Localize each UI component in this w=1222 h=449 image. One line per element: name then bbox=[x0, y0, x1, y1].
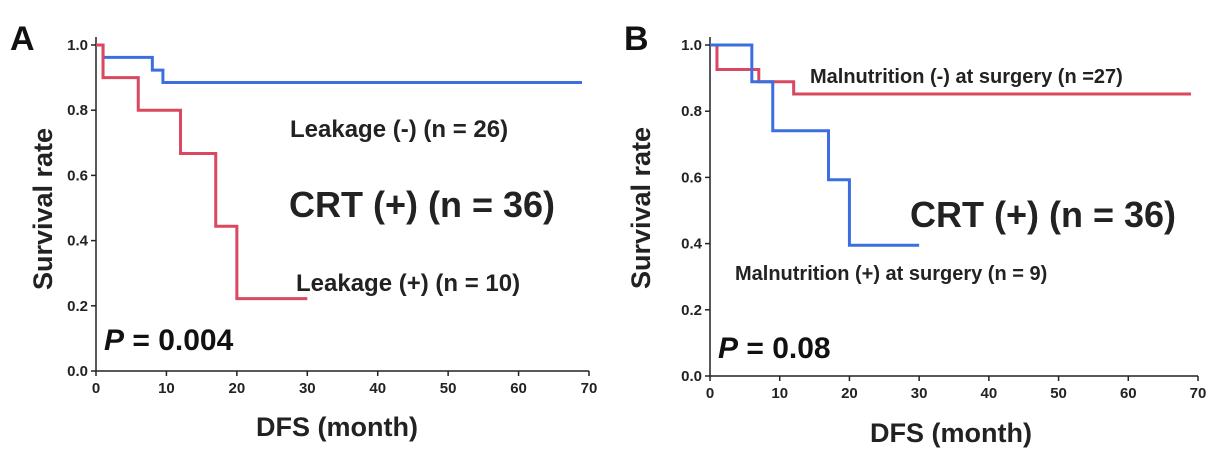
panel-a-x-axis-label: DFS (month) bbox=[256, 412, 418, 442]
x-tick-label: 20 bbox=[229, 380, 246, 397]
x-tick-label: 50 bbox=[440, 380, 457, 397]
x-tick-label: 30 bbox=[911, 385, 928, 402]
panel-a-legend-leakage-pos: Leakage (+) (n = 10) bbox=[296, 270, 520, 297]
y-tick-label: 0.4 bbox=[681, 236, 703, 253]
y-tick-label: 1.0 bbox=[681, 37, 702, 54]
x-tick-label: 10 bbox=[158, 380, 175, 397]
km-curve-series-1 bbox=[96, 43, 308, 301]
panel-b-legend-malnutrition-neg: Malnutrition (-) at surgery (n =27) bbox=[810, 66, 1123, 88]
km-curve-series-1 bbox=[710, 43, 920, 247]
y-tick-label: 0.8 bbox=[681, 103, 702, 120]
panel-a-annotation: CRT (+) (n = 36) bbox=[289, 184, 555, 225]
panel-a-legend-leakage-neg: Leakage (-) (n = 26) bbox=[290, 116, 508, 143]
y-tick-label: 0.0 bbox=[67, 363, 88, 380]
x-tick-label: 70 bbox=[1190, 385, 1207, 402]
y-tick-label: 0.2 bbox=[681, 302, 702, 319]
x-tick-label: 0 bbox=[706, 385, 714, 402]
panel-b-pvalue-symbol: P bbox=[718, 332, 739, 365]
y-tick-label: 0.2 bbox=[67, 298, 88, 315]
y-tick-label: 0.4 bbox=[67, 233, 89, 250]
panel-b-pvalue: P = 0.08 bbox=[718, 332, 831, 365]
panel-a-pvalue-value: = 0.004 bbox=[124, 324, 234, 357]
x-tick-label: 40 bbox=[369, 380, 386, 397]
y-tick-label: 0.0 bbox=[681, 368, 702, 385]
y-tick-label: 0.6 bbox=[681, 169, 702, 186]
y-tick-label: 0.6 bbox=[67, 167, 88, 184]
panel-a: A Survival rate DFS (month) 0.0 0.2 0.4 0.6… bbox=[10, 20, 597, 442]
x-tick-label: 20 bbox=[841, 385, 858, 402]
x-tick-label: 10 bbox=[771, 385, 788, 402]
panel-b-axes: 0.0 0.2 0.4 0.6 0.8 1.0 0 10 20 30 40 50 60 70 bbox=[681, 37, 1206, 402]
panel-a-y-axis-label: Survival rate bbox=[28, 128, 58, 290]
panel-b: B Survival rate DFS (month) 0.0 0.2 0.4 0.6… bbox=[624, 20, 1206, 448]
x-tick-label: 70 bbox=[581, 380, 598, 397]
x-tick-label: 60 bbox=[1120, 385, 1137, 402]
x-tick-label: 0 bbox=[92, 380, 100, 397]
panel-a-pvalue: P = 0.004 bbox=[104, 324, 234, 357]
x-tick-label: 50 bbox=[1050, 385, 1067, 402]
panel-a-series bbox=[96, 43, 582, 301]
y-tick-label: 0.8 bbox=[67, 102, 88, 119]
panel-b-series bbox=[710, 43, 1192, 247]
panel-b-x-axis-label: DFS (month) bbox=[870, 418, 1032, 448]
panel-b-y-axis-label: Survival rate bbox=[626, 127, 656, 289]
panel-a-letter: A bbox=[10, 20, 35, 58]
panel-b-legend-malnutrition-pos: Malnutrition (+) at surgery (n = 9) bbox=[735, 263, 1047, 285]
km-curve-series-0 bbox=[710, 43, 1192, 96]
x-tick-label: 30 bbox=[299, 380, 316, 397]
panel-b-annotation: CRT (+) (n = 36) bbox=[910, 194, 1176, 235]
panel-b-pvalue-value: = 0.08 bbox=[738, 332, 831, 365]
km-curve-series-0 bbox=[96, 43, 582, 84]
panel-a-pvalue-symbol: P bbox=[104, 324, 125, 357]
y-tick-label: 1.0 bbox=[67, 37, 88, 54]
x-tick-label: 60 bbox=[510, 380, 527, 397]
x-tick-label: 40 bbox=[981, 385, 998, 402]
panel-b-letter: B bbox=[624, 20, 649, 58]
panel-a-axes: 0.0 0.2 0.4 0.6 0.8 1.0 0 10 20 30 40 50 60 70 bbox=[67, 37, 597, 397]
